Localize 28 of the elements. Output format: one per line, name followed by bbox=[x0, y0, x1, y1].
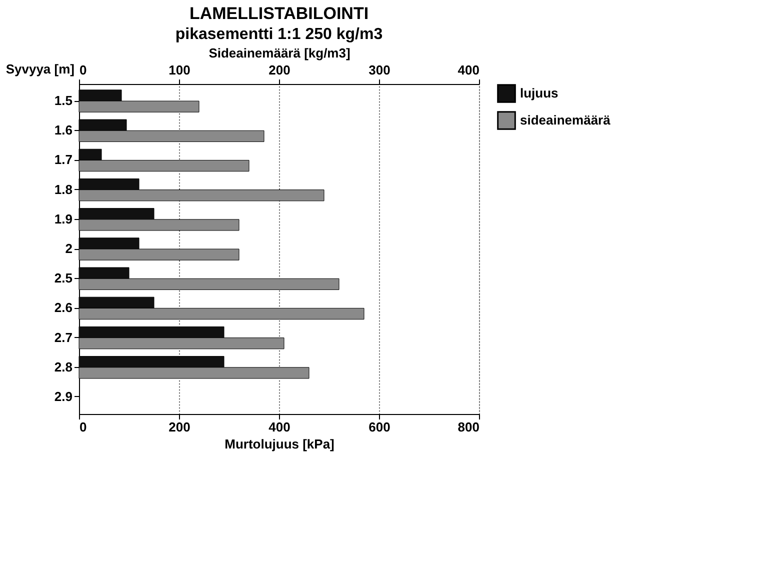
x-tick-label: 600 bbox=[368, 420, 390, 434]
y-tick-label: 1.5 bbox=[54, 93, 72, 108]
legend-label: sideainemäärä bbox=[520, 112, 612, 128]
x-tick-label: 0 bbox=[80, 420, 87, 434]
x2-tick-label: 100 bbox=[168, 62, 190, 78]
y-tick-label: 2.9 bbox=[54, 388, 72, 404]
x-tick-label: 200 bbox=[168, 420, 190, 434]
x2-tick-label: 0 bbox=[80, 62, 87, 78]
y-tick-label: 1.7 bbox=[54, 152, 72, 168]
chart-title: LAMELLISTABILOINTI bbox=[189, 4, 369, 23]
y-tick-label: 1.8 bbox=[54, 182, 72, 197]
y-axis-title: Syvyya [m] bbox=[6, 62, 74, 76]
x-tick-label: 800 bbox=[458, 420, 480, 434]
y-tick-label: 2.8 bbox=[54, 359, 72, 374]
y-tick-label: 1.9 bbox=[54, 211, 72, 226]
x2-axis-title: Sideainemäärä [kg/m3] bbox=[208, 46, 350, 60]
y-tick-label: 2.5 bbox=[54, 270, 72, 286]
y-tick-label: 2.7 bbox=[54, 330, 72, 345]
y-tick-label: 2.6 bbox=[54, 300, 72, 316]
x2-tick-label: 400 bbox=[458, 62, 480, 78]
chart-subtitle: pikasementti 1:1 250 kg/m3 bbox=[175, 26, 383, 43]
x-tick-label: 400 bbox=[268, 420, 290, 434]
x-axis-title: Murtolujuus [kPa] bbox=[224, 436, 334, 452]
y-tick-label: 2 bbox=[65, 241, 72, 256]
legend-label: lujuus bbox=[520, 86, 558, 100]
y-tick-label: 1.6 bbox=[54, 122, 72, 138]
x2-tick-label: 300 bbox=[368, 62, 390, 78]
x2-tick-label: 200 bbox=[268, 62, 290, 78]
